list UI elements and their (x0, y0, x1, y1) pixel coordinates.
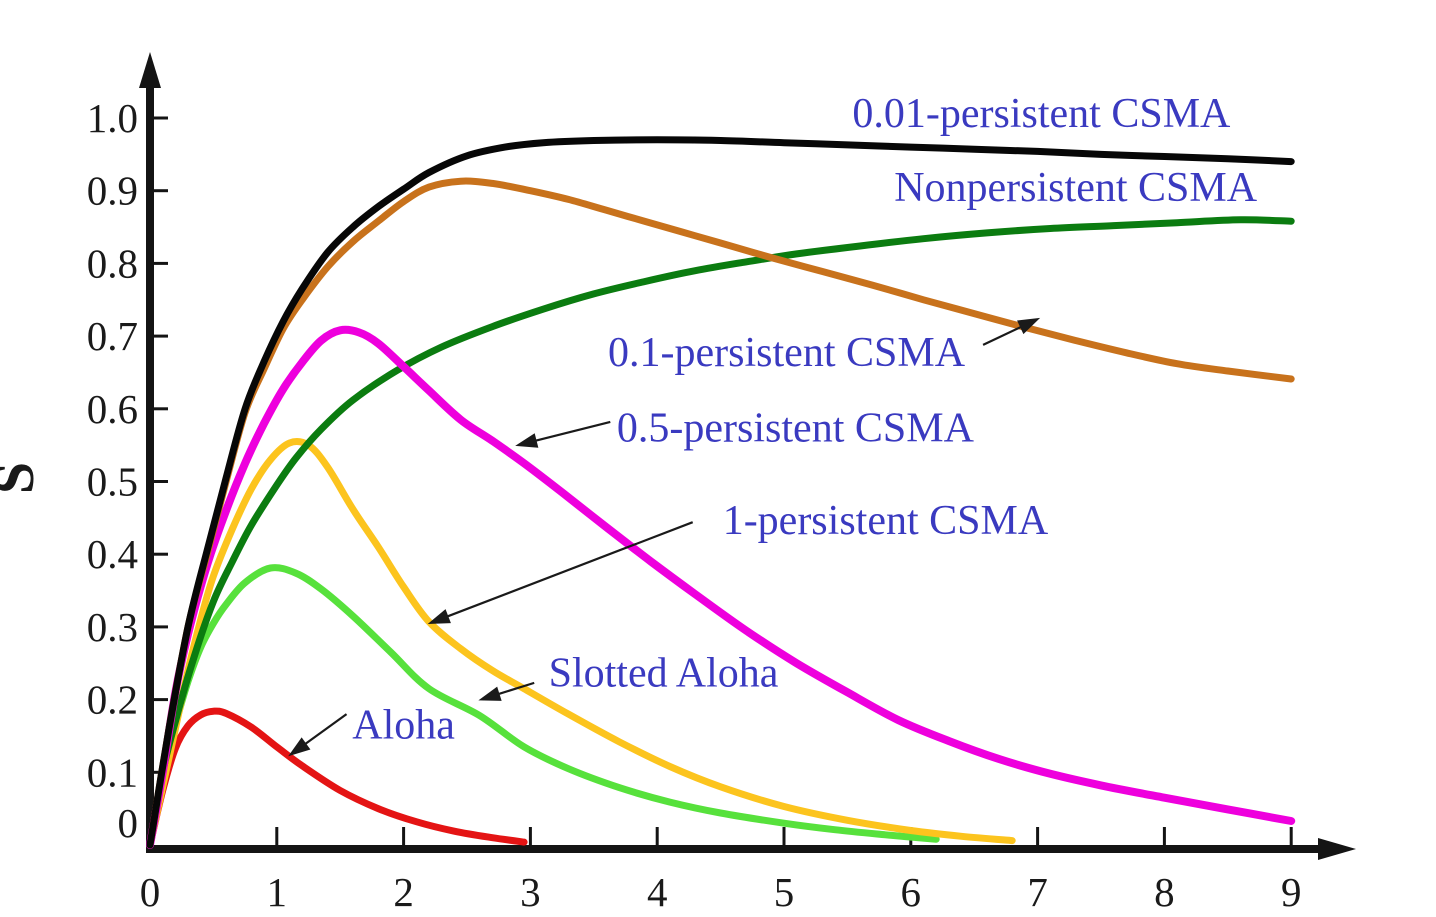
annotation-arrowhead-0-1-persistent-csma (1017, 317, 1041, 335)
annotation-arrowhead-1-persistent-csma (427, 609, 451, 624)
y-tick-label-0.6: 0.6 (87, 386, 138, 432)
x-tick-label-8: 8 (1154, 869, 1175, 915)
y-tick-label-0: 0 (118, 800, 139, 846)
curve-aloha (146, 707, 528, 849)
annotation-arrow-line-aloha (302, 713, 348, 747)
annotation-arrow-line-slotted-aloha (495, 681, 535, 697)
annotation-arrowhead-aloha (288, 737, 311, 757)
annotation-arrow-line-1-persistent-csma (444, 521, 694, 619)
x-tick-label-4: 4 (647, 869, 668, 915)
curve-1-persistent-csma (146, 438, 1016, 849)
annotation-arrowhead-slotted-aloha (478, 686, 502, 701)
curve-label-1-persistent-csma: 1-persistent CSMA (723, 498, 1049, 544)
y-tick-label-1.0: 1.0 (87, 95, 138, 141)
annotation-arrow-line-0-5-persistent-csma (532, 420, 611, 443)
x-tick-label-1: 1 (267, 869, 288, 915)
x-tick-label-6: 6 (901, 869, 922, 915)
x-tick-label-0: 0 (140, 869, 161, 915)
annotation-arrowhead-0-5-persistent-csma (515, 433, 539, 448)
curve-label-0-01-persistent-csma: 0.01-persistent CSMA (852, 91, 1231, 137)
annotation-arrow-line-0-1-persistent-csma (982, 324, 1025, 346)
curve-0-5-persistent-csma (146, 325, 1296, 849)
x-tick-label-5: 5 (774, 869, 795, 915)
y-axis-title: S (0, 462, 46, 494)
y-tick-label-0.9: 0.9 (87, 168, 138, 214)
y-tick-label-0.1: 0.1 (87, 749, 138, 795)
curve-label-0-5-persistent-csma: 0.5-persistent CSMA (617, 406, 975, 452)
x-tick-label-3: 3 (520, 869, 541, 915)
curve-label-0-1-persistent-csma: 0.1-persistent CSMA (608, 330, 966, 376)
y-axis-arrowhead-icon (139, 52, 161, 88)
x-tick-label-7: 7 (1027, 869, 1048, 915)
curve-label-slotted-aloha: Slotted Aloha (549, 651, 779, 697)
curve-0-1-persistent-csma (146, 177, 1295, 849)
y-tick-label-0.8: 0.8 (87, 240, 138, 286)
curve-0-01-persistent-csma (146, 136, 1295, 849)
curve-nonpersistent-csma (146, 216, 1295, 849)
curve-slotted-aloha (146, 564, 940, 849)
x-tick-label-9: 9 (1281, 869, 1302, 915)
y-tick-label-0.5: 0.5 (87, 459, 138, 505)
x-tick-label-2: 2 (393, 869, 414, 915)
y-tick-label-0.3: 0.3 (87, 604, 138, 650)
y-tick-label-0.7: 0.7 (87, 313, 138, 359)
y-tick-label-0.2: 0.2 (87, 677, 138, 723)
curve-label-aloha: Aloha (352, 702, 455, 748)
curve-label-nonpersistent-csma: Nonpersistent CSMA (894, 165, 1258, 211)
y-tick-label-0.4: 0.4 (87, 531, 138, 577)
x-axis-arrowhead-icon (1318, 838, 1356, 860)
